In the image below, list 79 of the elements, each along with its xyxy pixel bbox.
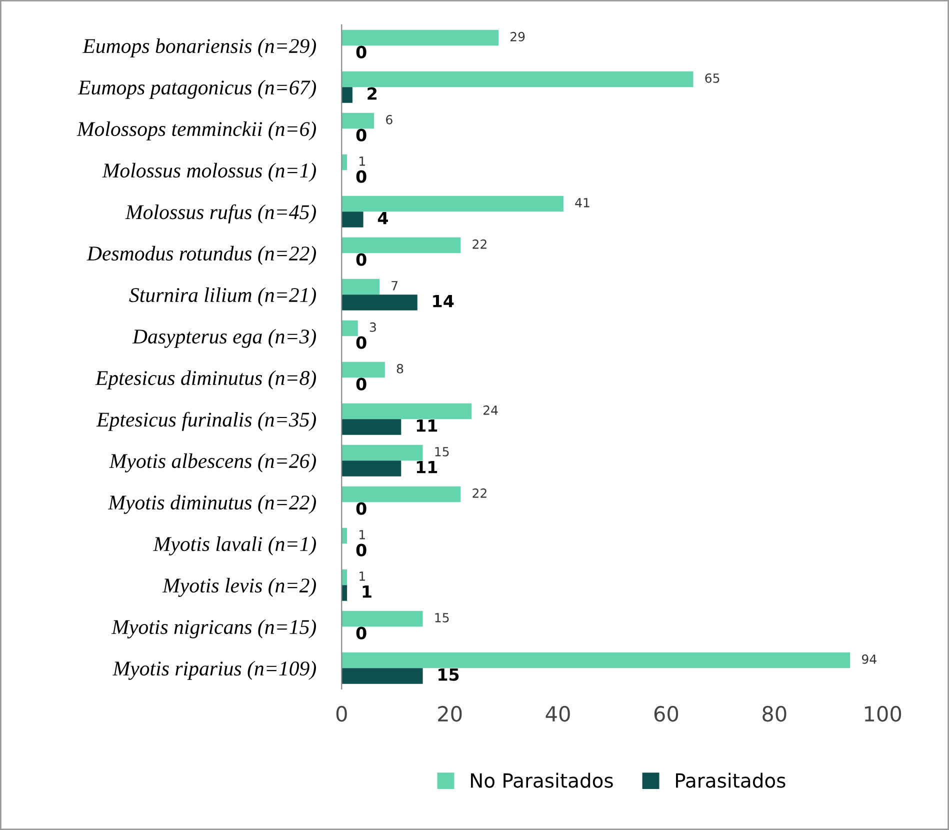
data-label: 41	[575, 198, 590, 208]
bar	[342, 668, 423, 684]
data-label: 2	[368, 87, 376, 100]
bar	[342, 528, 348, 544]
data-label: 1	[360, 530, 365, 540]
data-label: 15	[438, 668, 459, 681]
bar	[342, 460, 402, 476]
data-label: 0	[356, 544, 366, 556]
data-label: 11	[416, 419, 438, 432]
bar	[342, 320, 358, 336]
y-tick-label: Desmodus rotundus (n=22)	[86, 246, 316, 265]
bar	[342, 237, 461, 254]
data-label: 15	[435, 613, 449, 622]
bar	[342, 212, 364, 228]
data-label: 29	[510, 32, 525, 42]
data-label: 6	[386, 114, 392, 124]
data-label: 7	[392, 281, 398, 290]
y-tick-label: Eptesicus diminutus (n=8)	[95, 370, 316, 390]
x-tick-label: 80	[762, 706, 786, 722]
data-label: 22	[472, 239, 486, 249]
data-label: 14	[433, 294, 454, 308]
bar	[342, 486, 461, 502]
x-tick-label: 60	[654, 706, 678, 722]
data-label: 4	[378, 212, 388, 224]
bar	[342, 403, 472, 420]
data-label: 1	[360, 572, 365, 581]
y-tick-label: Molossus rufus (n=45)	[125, 204, 316, 224]
y-tick-label: Myotis diminutus (n=22)	[108, 494, 316, 514]
data-label: 8	[396, 364, 404, 374]
bar	[342, 444, 423, 461]
y-tick-label: Molossops temminckii (n=6)	[76, 121, 316, 140]
y-tick-label: Myotis riparius (n=109)	[112, 660, 316, 680]
data-label: 65	[705, 73, 720, 83]
data-label: 0	[356, 128, 366, 142]
y-tick-label: Sturnira lilium (n=21)	[129, 287, 316, 306]
x-tick-label: 100	[864, 706, 902, 722]
y-tick-label: Myotis albescens (n=26)	[109, 453, 316, 472]
y-tick-label: Molossus molossus (n=1)	[102, 162, 316, 182]
bar	[342, 294, 418, 310]
data-label: 11	[416, 460, 438, 474]
y-tick-label: Myotis levis (n=2)	[162, 578, 316, 597]
data-label: 15	[435, 447, 449, 456]
y-tick-label: Myotis lavali (n=1)	[153, 536, 316, 556]
bar	[342, 30, 499, 46]
bar	[342, 71, 694, 88]
legend-label: No Parasitados	[471, 772, 613, 788]
data-label: 0	[356, 626, 366, 640]
data-label: 0	[356, 253, 366, 266]
bar	[342, 585, 348, 601]
data-label: 22	[472, 488, 486, 498]
bar	[342, 419, 402, 435]
bar	[342, 154, 348, 170]
bar	[342, 362, 385, 378]
y-tick-label: Eumops patagonicus (n=67)	[78, 80, 316, 99]
data-label: 0	[356, 502, 366, 515]
data-label: 0	[356, 336, 366, 349]
bar	[342, 652, 850, 668]
x-tick-label: 40	[546, 706, 570, 722]
data-label: 0	[356, 378, 366, 390]
y-tick-label: Dasypterus ega (n=3)	[132, 328, 316, 348]
data-label: 1	[362, 585, 372, 598]
data-label: 94	[862, 654, 876, 664]
x-tick-label: 20	[438, 706, 462, 722]
data-label: 0	[356, 46, 366, 58]
bar	[342, 112, 374, 129]
bar	[342, 569, 348, 586]
bar	[342, 610, 423, 627]
y-tick-label: Eumops bonariensis (n=29)	[82, 38, 316, 58]
y-tick-label: Eptesicus furinalis (n=35)	[96, 412, 316, 431]
data-label: 3	[370, 322, 376, 332]
bar	[342, 278, 380, 295]
legend-label: Parasitados	[676, 772, 786, 788]
x-tick-label: 0	[336, 706, 347, 722]
y-tick-label: Myotis nigricans (n=15)	[111, 619, 316, 638]
data-label: 24	[483, 405, 498, 415]
data-label: 0	[356, 170, 366, 183]
bar	[342, 196, 564, 212]
data-label: 1	[360, 156, 365, 166]
bar	[342, 87, 352, 103]
